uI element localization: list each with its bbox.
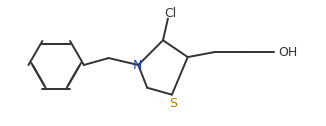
Text: S: S xyxy=(169,97,177,110)
Text: Cl: Cl xyxy=(164,7,176,20)
Text: OH: OH xyxy=(278,46,297,59)
Text: N: N xyxy=(133,59,142,72)
